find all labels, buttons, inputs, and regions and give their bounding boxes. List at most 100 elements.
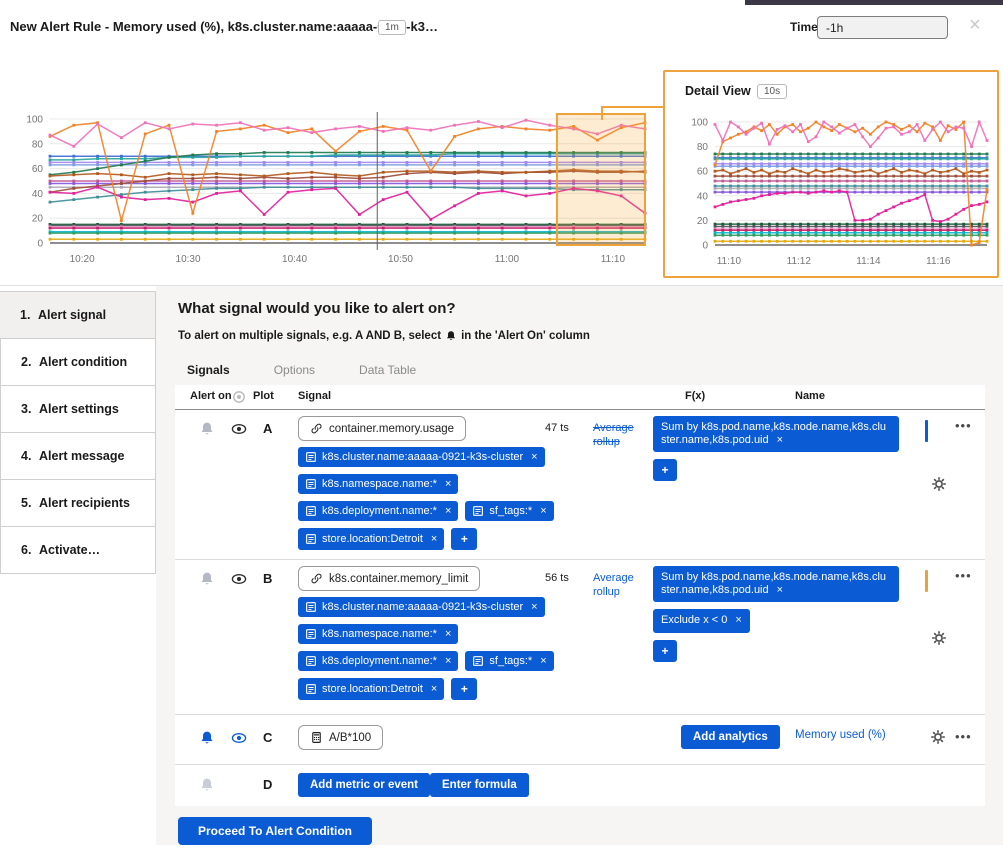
preview-chart[interactable]: 0 20 40 60 80 100 10:20 10:30 10:40 10:50 11:00 11:… [20,105,652,270]
tab-bar: Signals Options Data Table [187,363,460,377]
svg-text:60: 60 [32,164,44,175]
wizard-step-alert-settings[interactable]: 3. Alert settings [0,385,156,433]
wizard-step-alert-message[interactable]: 4. Alert message [0,432,156,480]
filter-chip[interactable]: k8s.deployment.name:* × [298,651,459,671]
filter-chip[interactable]: sf_tags:* × [465,651,554,671]
gear-icon[interactable] [931,476,947,492]
analytics-chip[interactable]: Exclude x < 0 × [653,609,750,633]
plot-eye-icon[interactable] [231,421,247,437]
signal-row-b: B k8s.container.memory_limit k8s.cluster… [175,560,985,715]
svg-text:10:30: 10:30 [176,254,201,265]
dimension-icon [306,629,316,639]
svg-text:0: 0 [37,239,43,250]
analytics-chip[interactable]: Sum by k8s.pod.name,k8s.node.name,k8s.cl… [653,566,899,603]
remove-analytics-icon[interactable]: × [773,584,784,597]
dimension-icon [473,506,484,516]
time-range-input[interactable] [817,16,948,39]
plot-label: B [263,571,273,586]
detail-chart: 0 20 40 60 80 100 11:10 11:12 11:14 11:16 [691,118,989,267]
dimension-icon [306,452,316,462]
filter-chip[interactable]: k8s.deployment.name:* × [298,501,459,521]
add-filter-button[interactable]: + [451,678,478,700]
dimension-icon [306,684,316,694]
alert-on-bell-icon[interactable] [199,777,215,793]
rollup-link[interactable]: Average rollup [593,572,634,598]
alert-on-bell-icon[interactable] [199,730,215,746]
add-filter-button[interactable]: + [451,528,478,550]
add-analytics-button[interactable]: Add analytics [681,725,780,749]
formula-calculator-icon [312,732,321,743]
detail-view-panel: Detail View 10s 0 20 40 60 80 100 11:10 11:12 11… [663,70,999,278]
filter-chip[interactable]: sf_tags:* × [465,501,554,521]
tab-signals[interactable]: Signals [187,363,230,377]
detail-resolution-badge: 10s [757,84,788,99]
wizard-step-alert-condition[interactable]: 2. Alert condition [0,338,156,386]
svg-text:10:40: 10:40 [282,254,307,265]
metric-chip[interactable]: container.memory.usage [298,416,467,441]
metric-chip[interactable]: k8s.container.memory_limit [298,566,481,591]
remove-filter-icon[interactable]: × [444,655,452,667]
signal-row-a: A container.memory.usage k8s.cluster.nam… [175,410,985,560]
remove-filter-icon[interactable]: × [531,451,538,463]
svg-text:0: 0 [702,241,708,252]
rollup-link[interactable]: Average rollup [593,422,634,448]
add-analytics-plus-button[interactable]: + [653,459,677,482]
remove-filter-icon[interactable]: × [430,533,438,545]
more-menu-icon[interactable]: ••• [955,568,972,583]
add-analytics-plus-button[interactable]: + [653,639,677,662]
plot-eye-icon[interactable] [231,730,247,746]
col-signal: Signal [298,390,332,402]
remove-filter-icon[interactable]: × [540,505,547,517]
wizard-step-alert-recipients[interactable]: 5. Alert recipients [0,479,156,527]
remove-filter-icon[interactable]: × [540,655,547,667]
more-menu-icon[interactable]: ••• [955,418,972,433]
remove-filter-icon[interactable]: × [444,505,452,517]
filter-chip[interactable]: k8s.namespace.name:* × [298,474,459,494]
plot-color-indicator [925,570,928,592]
alert-on-bell-icon[interactable] [199,421,215,437]
gear-icon[interactable] [930,729,946,745]
remove-filter-icon[interactable]: × [444,628,452,640]
remove-filter-icon[interactable]: × [444,478,452,490]
wizard-step-activate-[interactable]: 6. Activate… [0,526,156,574]
formula-chip[interactable]: A/B*100 [298,725,384,750]
filter-chip[interactable]: k8s.cluster.name:aaaaa-0921-k3s-cluster × [298,447,545,467]
filter-chip[interactable]: store.location:Detroit × [298,678,445,700]
plot-eye-icon[interactable] [231,571,247,587]
remove-filter-icon[interactable]: × [531,601,538,613]
alert-on-bell-icon[interactable] [199,571,215,587]
remove-analytics-icon[interactable]: × [773,434,784,447]
add-metric-button[interactable]: Add metric or event [298,773,430,797]
svg-text:80: 80 [697,142,709,153]
bottom-strip [0,845,1003,853]
remove-analytics-icon[interactable]: × [732,614,742,627]
svg-text:40: 40 [697,191,709,202]
filter-chip[interactable]: store.location:Detroit × [298,528,445,550]
more-menu-icon[interactable]: ••• [955,729,972,744]
svg-text:100: 100 [26,115,43,126]
gear-icon[interactable] [931,630,947,646]
proceed-button[interactable]: Proceed To Alert Condition [178,817,373,845]
dimension-icon [306,479,316,489]
detail-view-title: Detail View [685,84,751,98]
timeseries-count: 56 ts [545,572,569,584]
close-icon[interactable]: × [969,14,981,36]
filter-chip[interactable]: k8s.namespace.name:* × [298,624,459,644]
wizard-step-alert-signal[interactable]: 1. Alert signal [0,291,156,339]
svg-text:11:16: 11:16 [926,256,951,267]
filter-chip[interactable]: k8s.cluster.name:aaaaa-0921-k3s-cluster × [298,597,545,617]
svg-text:10:20: 10:20 [70,254,95,265]
filter-chips: k8s.cluster.name:aaaaa-0921-k3s-cluster ×… [298,447,554,550]
signals-table: Alert on Plot Signal F(x) Name A contain… [175,385,985,806]
wizard-steps: 1. Alert signal 2. Alert condition 3. Alert s… [0,291,156,574]
analytics-chip[interactable]: Sum by k8s.pod.name,k8s.node.name,k8s.cl… [653,416,899,453]
tab-options[interactable]: Options [273,363,316,377]
remove-filter-icon[interactable]: × [430,683,438,695]
svg-text:11:10: 11:10 [601,254,626,265]
tab-data-table[interactable]: Data Table [359,363,417,377]
signal-name-link[interactable]: Memory used (%) [795,729,886,741]
svg-text:40: 40 [32,189,44,200]
enter-formula-button[interactable]: Enter formula [430,773,529,797]
svg-text:10:50: 10:50 [388,254,413,265]
